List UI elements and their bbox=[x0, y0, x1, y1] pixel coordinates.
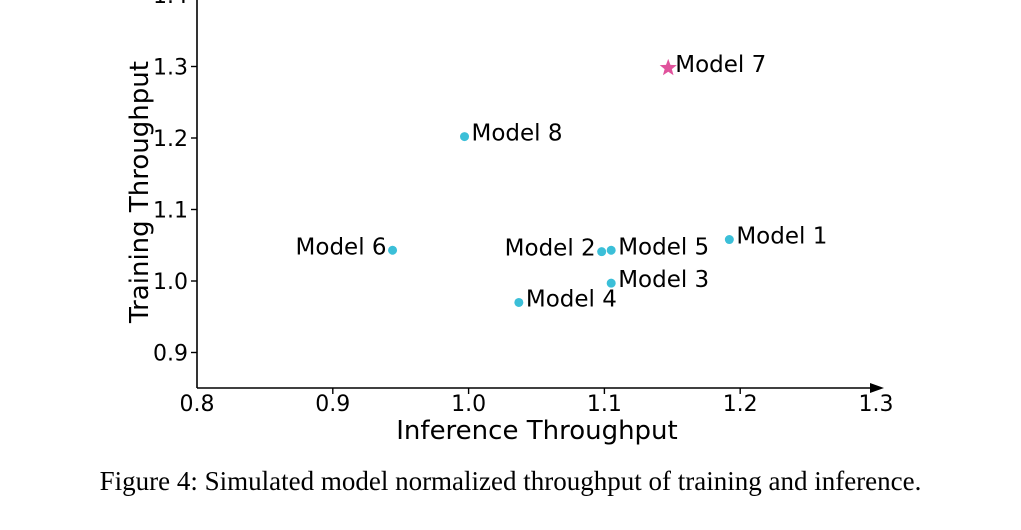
x-tick-label: 1.0 bbox=[451, 392, 486, 417]
figure-caption: Figure 4: Simulated model normalized thr… bbox=[99, 466, 922, 496]
x-tick-label: 0.9 bbox=[315, 392, 350, 417]
y-tick-label: 1.1 bbox=[153, 199, 188, 224]
y-tick-label: 1.2 bbox=[153, 127, 188, 152]
y-tick-label: 0.9 bbox=[153, 342, 188, 367]
data-point-label: Model 2 bbox=[505, 236, 596, 262]
scatter-chart: 0.8 0.9 1.0 1.1 1.2 1.3 0.9 1.0 1.1 1.2 1.3 1.4 Mod… bbox=[125, 0, 894, 446]
y-tick-label: 1.0 bbox=[153, 270, 188, 295]
data-point-label: Model 5 bbox=[618, 234, 709, 260]
data-point-label: Model 1 bbox=[736, 224, 827, 250]
data-point-label: Model 6 bbox=[296, 234, 387, 260]
x-axis-label: Inference Throughput bbox=[396, 416, 677, 446]
x-axis-arrow bbox=[870, 383, 884, 393]
data-point bbox=[388, 245, 398, 255]
data-point-star bbox=[659, 58, 677, 76]
data-point bbox=[460, 132, 470, 142]
data-point-label: Model 3 bbox=[618, 267, 709, 293]
axes bbox=[196, 0, 884, 393]
data-point bbox=[514, 297, 524, 307]
x-tick-label: 0.8 bbox=[180, 392, 215, 417]
data-point-label: Model 4 bbox=[526, 286, 617, 312]
data-point bbox=[606, 245, 616, 255]
x-tick-label: 1.3 bbox=[859, 392, 894, 417]
data-point-label: Model 8 bbox=[472, 121, 563, 147]
data-point-label: Model 7 bbox=[675, 52, 766, 78]
y-tick-label: 1.3 bbox=[153, 56, 188, 81]
data-point bbox=[606, 278, 616, 288]
ticks: 0.8 0.9 1.0 1.1 1.2 1.3 0.9 1.0 1.1 1.2 1.3 1.4 bbox=[153, 0, 894, 417]
data-point bbox=[597, 247, 607, 257]
y-tick-label: 1.4 bbox=[153, 0, 188, 9]
y-axis-label: Training Throughput bbox=[125, 61, 155, 324]
data-point bbox=[724, 235, 734, 245]
x-tick-label: 1.1 bbox=[587, 392, 622, 417]
x-tick-label: 1.2 bbox=[723, 392, 758, 417]
